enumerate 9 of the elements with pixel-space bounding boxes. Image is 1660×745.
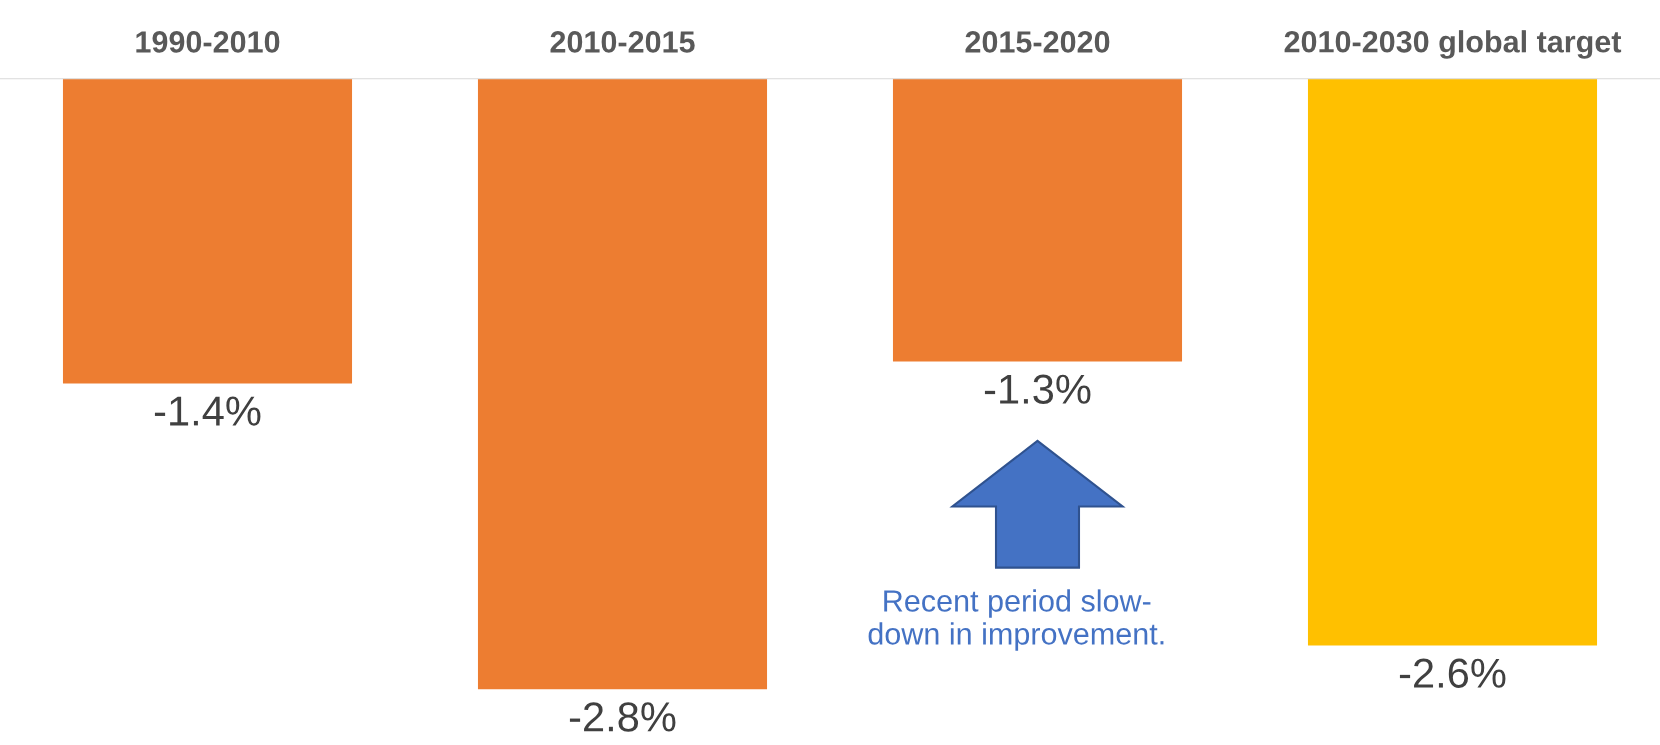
annotation: Recent period slow- down in improvement. bbox=[868, 589, 1164, 651]
x-tick-label: 2015-2020 bbox=[965, 31, 1110, 53]
x-tick-label: 2010-2030 global target bbox=[1284, 30, 1622, 59]
x-tick-label: 1990-2010 bbox=[136, 31, 280, 53]
data-label: -2.8% bbox=[569, 702, 676, 732]
x-tick-label: 2010-2015 bbox=[550, 31, 695, 53]
data-label: -1.3% bbox=[984, 374, 1091, 404]
data-label: -1.4% bbox=[154, 396, 261, 426]
data-label: -2.6% bbox=[1399, 658, 1506, 688]
